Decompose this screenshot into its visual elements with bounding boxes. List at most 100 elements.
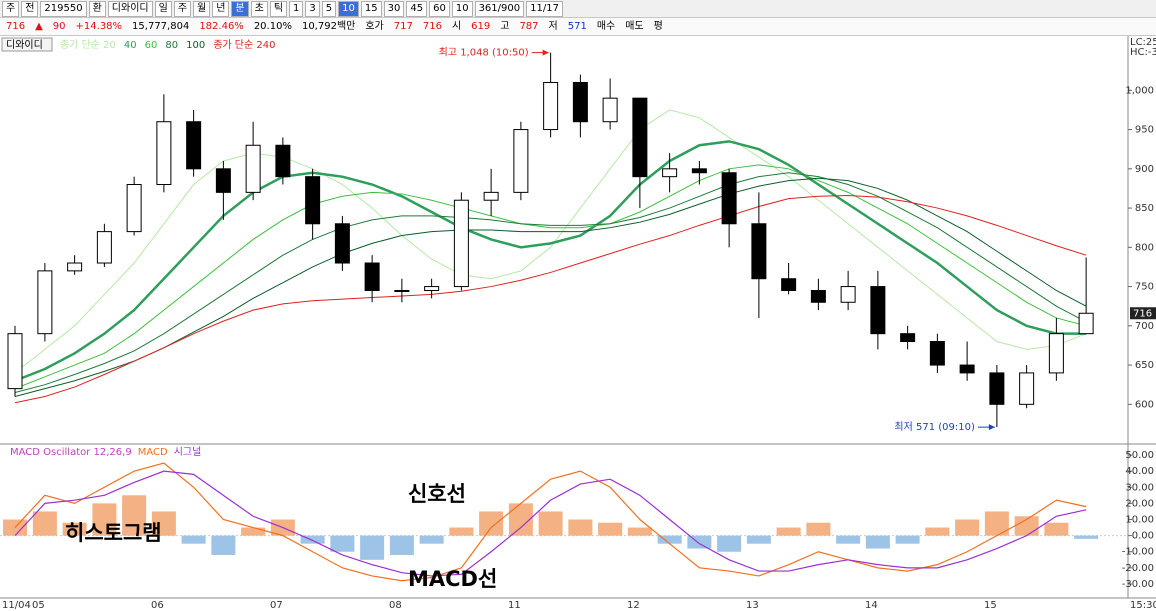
quote-item[interactable]: 매수 <box>596 20 616 32</box>
histogram-bar <box>895 535 920 544</box>
toolbar: 주 전 219550 환 디와이디 일 주 월 년 분 초 틱 1 3 5 10 15 30 45 60 10 361/9… <box>0 0 1156 18</box>
quote-item[interactable]: 평 <box>653 20 663 32</box>
toolbar-item[interactable]: 45 <box>406 0 428 17</box>
toolbar-item[interactable]: 15 <box>360 0 382 17</box>
toolbar-item[interactable]: 3 <box>305 0 320 17</box>
candle-body <box>691 168 707 174</box>
y-tick-label: -10.00 <box>1122 547 1154 558</box>
histogram-bar <box>865 535 890 549</box>
quote-item: ▲ <box>35 20 43 32</box>
x-tick-label: 07 <box>270 600 283 611</box>
toolbar-item[interactable]: 일 <box>154 0 172 17</box>
candle-body <box>275 144 291 178</box>
candle-body <box>572 81 588 123</box>
toolbar-item[interactable]: 디와이디 <box>107 0 153 17</box>
histogram-bar <box>62 522 87 536</box>
histogram-bar <box>598 522 623 536</box>
quote-item: 571 <box>567 20 587 32</box>
x-tick-label: 14 <box>865 600 878 611</box>
toolbar-item[interactable]: 361/900 <box>474 0 525 17</box>
histogram-bar <box>360 535 385 560</box>
x-tick-label: 06 <box>151 600 164 611</box>
candle-body <box>483 191 499 201</box>
y-tick-label: 700 <box>1135 321 1154 332</box>
quote-bar: 716 ▲ 90 +14.38% 15,777,804 182.46% 20.10% 10,7… <box>0 18 1156 36</box>
toolbar-item[interactable]: 년 <box>212 0 230 17</box>
toolbar-item[interactable]: 219550 <box>40 0 87 17</box>
candle-body <box>513 129 529 193</box>
toolbar-item[interactable]: 주 <box>2 0 20 17</box>
legend-entry: 종가 단순 240 <box>213 39 275 51</box>
toolbar-item[interactable]: 전 <box>21 0 39 17</box>
histogram-bar <box>1044 522 1069 536</box>
toolbar-item[interactable]: 1 <box>289 0 304 17</box>
histogram-bar <box>627 527 652 536</box>
histogram-bar <box>776 527 801 536</box>
candle-body <box>543 81 559 131</box>
toolbar-item[interactable]: 분 <box>231 0 249 17</box>
candle-body <box>215 168 231 193</box>
toolbar-item[interactable]: 60 <box>429 0 450 17</box>
histogram-bar <box>181 535 206 544</box>
quote-item: 717 <box>393 20 413 32</box>
toolbar-item[interactable]: 틱 <box>269 0 288 17</box>
candle-body <box>751 223 767 280</box>
candle-body <box>37 270 53 335</box>
quote-item[interactable]: 매도 <box>625 20 644 32</box>
candle-body <box>424 286 440 291</box>
legend-entry: 40 <box>124 40 137 51</box>
overlay-label: 신호선 <box>408 482 466 506</box>
histogram-bar <box>925 527 950 536</box>
line-series <box>14 195 1087 404</box>
toolbar-item[interactable]: 10 <box>451 0 473 17</box>
quote-item: 고 <box>500 20 510 32</box>
legend-title: 디와이디 <box>6 39 43 51</box>
histogram-bar <box>389 535 414 555</box>
candle-body <box>662 168 678 178</box>
toolbar-item[interactable]: 초 <box>250 0 268 17</box>
candle-body <box>67 262 83 272</box>
toolbar-item[interactable]: 11/17 <box>526 0 563 17</box>
annotation-arrowhead <box>988 424 995 431</box>
toolbar-item[interactable]: 5 <box>321 0 337 17</box>
y-tick-label: -30.00 <box>1122 579 1154 590</box>
legend-title-box <box>1 37 53 52</box>
candle-body <box>1048 333 1064 374</box>
candle-body <box>810 289 826 303</box>
histogram-bar <box>955 519 980 536</box>
candle-body <box>305 176 321 225</box>
candle-body <box>334 223 350 264</box>
histogram-bar <box>32 511 57 536</box>
legend-entry: 80 <box>165 40 178 51</box>
line-series <box>14 462 1087 582</box>
end-time-label: 15:30 <box>1130 600 1156 611</box>
annotation: 최저 571 (09:10) <box>894 421 975 433</box>
histogram-bar <box>717 535 742 552</box>
toolbar-item[interactable]: 월 <box>193 0 211 17</box>
candle-body <box>1078 312 1094 335</box>
x-tick-label: 13 <box>746 600 759 611</box>
candle-body <box>156 121 172 186</box>
candle-body <box>870 286 886 335</box>
candle-body <box>186 121 202 170</box>
candle-body <box>781 278 797 291</box>
toolbar-item[interactable]: 30 <box>383 0 405 17</box>
histogram-bar <box>241 527 266 536</box>
line-series <box>14 140 1087 382</box>
quote-item: 저 <box>548 20 558 32</box>
histogram-bar <box>568 519 593 536</box>
x-tick-label: 11 <box>508 600 521 611</box>
x-tick-label: 05 <box>32 600 45 611</box>
histogram-bar <box>836 535 861 544</box>
line-series <box>14 109 1087 374</box>
candle-body <box>721 172 737 225</box>
candle-body <box>364 262 380 291</box>
y-tick-label: 600 <box>1135 399 1154 410</box>
line-series <box>14 177 1087 397</box>
x-tick-label: 11/04 <box>2 600 31 611</box>
toolbar-item[interactable]: 환 <box>88 0 106 17</box>
toolbar-item[interactable]: 주 <box>173 0 192 17</box>
toolbar-item[interactable]: 10 <box>338 0 359 17</box>
annotation-arrowhead <box>542 49 549 56</box>
